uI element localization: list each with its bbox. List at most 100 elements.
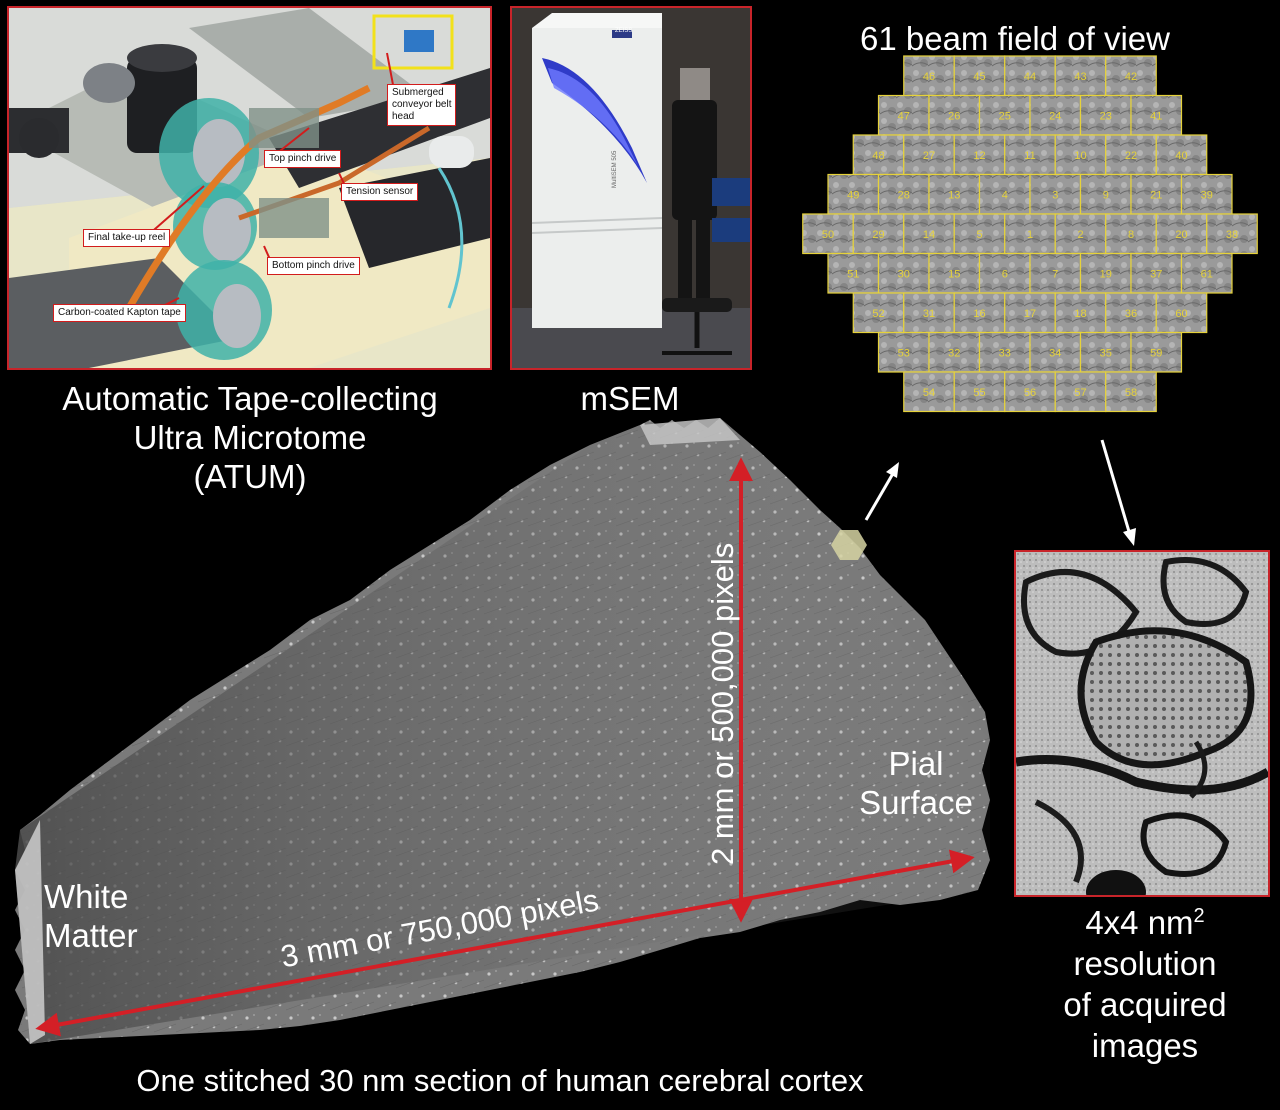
pointer-arrow-to-fov: [864, 469, 897, 521]
fov-tile: [1029, 94, 1082, 136]
callout-top-pinch-drive: Top pinch drive: [264, 150, 342, 168]
fov-tile-number: 29: [872, 229, 884, 241]
fov-tile: [953, 134, 1006, 176]
callout-tension-sensor: Tension sensor: [341, 183, 419, 201]
fov-tile: [1155, 292, 1208, 334]
atum-caption: Automatic Tape-collecting Ultra Microtom…: [30, 380, 470, 497]
callout-kapton-tape: Carbon-coated Kapton tape: [53, 304, 186, 322]
fov-tile: [827, 173, 880, 215]
fov-tile-number: 47: [898, 110, 910, 122]
fov-title: 61 beam field of view: [859, 20, 1170, 57]
fov-tile-number: 34: [1049, 347, 1061, 359]
fov-tile-number: 36: [1125, 308, 1137, 320]
fov-tile-number: 59: [1150, 347, 1162, 359]
resolution-caption: 4x4 nm2 resolution of acquired images: [1020, 903, 1270, 1067]
fov-tile-number: 51: [847, 268, 859, 280]
fov-tile-number: 57: [1074, 387, 1086, 399]
fov-tile: [1180, 173, 1233, 215]
fov-tile-number: 13: [948, 189, 960, 201]
fov-tile-number: 9: [1103, 189, 1109, 201]
atum-render-panel: Submerged conveyor belt head Top pinch d…: [7, 6, 492, 370]
fov-tile: [953, 371, 1006, 413]
fov-tile: [978, 331, 1031, 373]
fov-tile-number: 14: [923, 229, 935, 241]
fov-tile-number: 22: [1125, 150, 1137, 162]
fov-tile-number: 44: [1024, 71, 1036, 83]
fov-tile: [903, 134, 955, 176]
fov-tile-number: 12: [973, 150, 985, 162]
pial-surface-line-1: Pial: [888, 745, 944, 782]
resolution-caption-line-4: images: [1091, 1026, 1199, 1064]
fov-tile-number: 42: [1125, 71, 1137, 83]
fov-tile-number: 45: [973, 71, 985, 83]
fov-tile: [1105, 55, 1157, 97]
fov-tile-number: 4: [1002, 189, 1008, 201]
height-dimension-label: 2 mm or 500,000 pixels: [705, 542, 740, 865]
resolution-caption-line-2: resolution: [1073, 944, 1217, 982]
width-double-arrow: [35, 849, 975, 1037]
fov-tile-number: 17: [1024, 308, 1036, 320]
fov-tile: [877, 173, 930, 215]
fov-tile: [928, 94, 981, 136]
fov-tile-number: 55: [973, 387, 985, 399]
fov-tile-number: 21: [1150, 189, 1162, 201]
fov-tile-number: 40: [1175, 150, 1187, 162]
section-caption: One stitched 30 nm section of human cere…: [136, 1063, 864, 1098]
fov-tile-number: 54: [923, 387, 935, 399]
atum-caption-line-1: Automatic Tape-collecting: [62, 380, 438, 417]
fov-tile: [1054, 55, 1107, 97]
callout-bottom-pinch-drive: Bottom pinch drive: [267, 257, 360, 275]
fov-tile-number: 32: [948, 347, 960, 359]
fov-tile: [903, 371, 955, 413]
fov-tile-number: 39: [1201, 189, 1213, 201]
fov-tile-number: 60: [1175, 308, 1187, 320]
fov-tile-number: 3: [1052, 189, 1058, 201]
fov-tile-number: 28: [898, 189, 910, 201]
fov-tile: [1029, 331, 1082, 373]
fov-tile-number: 8: [1128, 229, 1134, 241]
msem-caption: mSEM: [580, 380, 680, 417]
zeiss-logo-icon: [612, 30, 632, 38]
resolution-value: 4x4 nm: [1085, 904, 1194, 941]
fov-tile: [1079, 252, 1132, 294]
fov-tile: [1004, 371, 1056, 413]
fov-tile: [1054, 371, 1107, 413]
fov-tile: [1105, 371, 1157, 413]
fov-tile-number: 25: [999, 110, 1011, 122]
fov-tile: [1029, 173, 1082, 215]
atum-caption-line-3: (ATUM): [193, 457, 307, 495]
fov-tile: [1079, 173, 1132, 215]
callout-submerged-line-1: Submerged: [392, 87, 444, 98]
fov-tile-number: 27: [923, 150, 935, 162]
fov-tile: [1105, 213, 1157, 255]
fov-tile-number: 24: [1049, 110, 1061, 122]
fov-tile-number: 31: [923, 308, 935, 320]
fov-tile: [1105, 134, 1157, 176]
fov-tile-number: 7: [1052, 268, 1058, 280]
fov-tile-number: 49: [847, 189, 859, 201]
resolution-caption-line-1: 4x4 nm2: [1020, 903, 1270, 944]
fov-tile-number: 10: [1074, 150, 1086, 162]
fov-tile-number: 33: [999, 347, 1011, 359]
white-matter-line-1: White: [44, 878, 129, 915]
fov-tile-number: 2: [1077, 229, 1083, 241]
resolution-caption-line-3: of acquired: [1063, 985, 1227, 1023]
fov-tile-number: 35: [1100, 347, 1112, 359]
fov-tile: [978, 252, 1031, 294]
fov-tile-number: 37: [1150, 268, 1162, 280]
fov-tile: [1054, 134, 1107, 176]
fov-tile: [1206, 213, 1258, 255]
pial-surface-line-2: Surface: [859, 783, 973, 821]
fov-tile-number: 6: [1002, 268, 1008, 280]
msem-photo-panel: ZEISS MultiSEM 505: [510, 6, 752, 370]
resolution-inset-panel: [1014, 550, 1270, 897]
fov-tile-number: 41: [1150, 110, 1162, 122]
msem-machine-brand: ZEISS: [615, 28, 633, 34]
fov-tile: [1130, 173, 1183, 215]
fov-tile-number: 15: [948, 268, 960, 280]
fov-tile: [852, 292, 905, 334]
fov-tile-number: 43: [1074, 71, 1086, 83]
msem-photo-graphic: [512, 8, 750, 368]
